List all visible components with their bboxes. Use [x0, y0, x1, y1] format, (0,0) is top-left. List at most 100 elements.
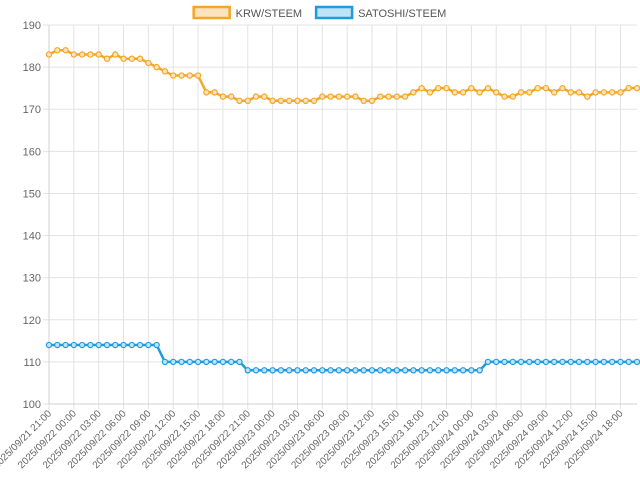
data-point[interactable] [128, 55, 136, 62]
data-point[interactable] [608, 89, 616, 96]
data-point[interactable] [459, 89, 467, 96]
data-point[interactable] [335, 93, 343, 100]
data-point[interactable] [401, 93, 409, 100]
data-point[interactable] [310, 97, 318, 105]
data-point[interactable] [219, 93, 227, 100]
data-point[interactable] [426, 367, 434, 374]
data-point[interactable] [410, 89, 417, 96]
data-point[interactable] [219, 358, 227, 366]
data-point[interactable] [45, 51, 53, 58]
data-point[interactable] [70, 51, 78, 58]
data-point[interactable] [186, 358, 193, 366]
data-point[interactable] [269, 97, 276, 105]
data-point[interactable] [368, 97, 376, 105]
data-point[interactable] [517, 358, 525, 366]
data-point[interactable] [54, 341, 61, 349]
data-point[interactable] [600, 89, 608, 96]
data-point[interactable] [575, 358, 583, 366]
data-point[interactable] [153, 341, 160, 349]
data-point[interactable] [170, 72, 177, 79]
data-point[interactable] [617, 358, 624, 366]
legend[interactable]: KRW/STEEM SATOSHI/STEEM [192, 5, 447, 20]
data-point[interactable] [418, 367, 425, 374]
data-point[interactable] [476, 367, 483, 374]
data-point[interactable] [261, 93, 268, 100]
data-point[interactable] [443, 367, 450, 374]
data-point[interactable] [178, 72, 185, 79]
data-point[interactable] [592, 89, 599, 96]
data-point[interactable] [600, 358, 608, 366]
data-point[interactable] [625, 358, 632, 366]
data-point[interactable] [211, 358, 218, 366]
data-point[interactable] [542, 84, 550, 92]
data-point[interactable] [335, 367, 343, 374]
data-point[interactable] [161, 358, 169, 366]
data-point[interactable] [567, 89, 574, 96]
data-point[interactable] [584, 358, 591, 366]
data-point[interactable] [194, 358, 202, 366]
data-point[interactable] [451, 89, 459, 96]
data-point[interactable] [54, 47, 61, 54]
data-point[interactable] [550, 358, 558, 366]
data-point[interactable] [459, 367, 467, 374]
data-point[interactable] [517, 89, 525, 96]
data-point[interactable] [203, 358, 210, 366]
data-point[interactable] [78, 51, 86, 58]
data-point[interactable] [343, 93, 351, 100]
data-point[interactable] [368, 367, 376, 374]
data-point[interactable] [526, 358, 533, 366]
data-point[interactable] [95, 51, 102, 58]
data-point[interactable] [327, 93, 334, 100]
data-point[interactable] [360, 367, 367, 374]
data-point[interactable] [62, 341, 69, 349]
data-point[interactable] [534, 358, 541, 366]
data-point[interactable] [252, 93, 260, 100]
data-point[interactable] [401, 367, 409, 374]
data-point[interactable] [170, 358, 177, 366]
data-point[interactable] [426, 89, 434, 96]
data-point[interactable] [592, 358, 599, 366]
data-point[interactable] [236, 358, 243, 366]
data-point[interactable] [203, 89, 210, 96]
data-point[interactable] [567, 358, 574, 366]
data-point[interactable] [443, 84, 450, 92]
data-point[interactable] [302, 97, 309, 105]
data-point[interactable] [319, 367, 326, 374]
data-point[interactable] [261, 367, 268, 374]
data-point[interactable] [534, 84, 541, 92]
data-point[interactable] [327, 367, 334, 374]
data-point[interactable] [559, 358, 566, 366]
data-point[interactable] [95, 341, 102, 349]
data-point[interactable] [70, 341, 78, 349]
data-point[interactable] [236, 97, 243, 105]
data-point[interactable] [227, 358, 235, 366]
data-point[interactable] [310, 367, 318, 374]
data-point[interactable] [493, 358, 500, 366]
data-point[interactable] [343, 367, 351, 374]
data-point[interactable] [227, 93, 235, 100]
data-point[interactable] [136, 55, 144, 62]
data-point[interactable] [633, 84, 640, 92]
legend-item-satoshi-steem[interactable]: SATOSHI/STEEM [314, 5, 446, 20]
data-point[interactable] [294, 367, 301, 374]
data-point[interactable] [410, 367, 417, 374]
data-point[interactable] [385, 367, 392, 374]
data-point[interactable] [385, 93, 392, 100]
data-point[interactable] [352, 93, 359, 100]
data-point[interactable] [319, 93, 326, 100]
data-point[interactable] [501, 358, 508, 366]
data-point[interactable] [244, 97, 251, 105]
data-point[interactable] [244, 367, 251, 374]
data-point[interactable] [501, 93, 508, 100]
data-point[interactable] [377, 93, 384, 100]
data-point[interactable] [608, 358, 616, 366]
data-point[interactable] [451, 367, 459, 374]
data-point[interactable] [211, 89, 218, 96]
data-point[interactable] [277, 367, 285, 374]
data-point[interactable] [633, 358, 640, 366]
data-point[interactable] [302, 367, 309, 374]
data-point[interactable] [468, 367, 475, 374]
data-point[interactable] [277, 97, 285, 105]
data-point[interactable] [625, 84, 632, 92]
data-point[interactable] [128, 341, 136, 349]
